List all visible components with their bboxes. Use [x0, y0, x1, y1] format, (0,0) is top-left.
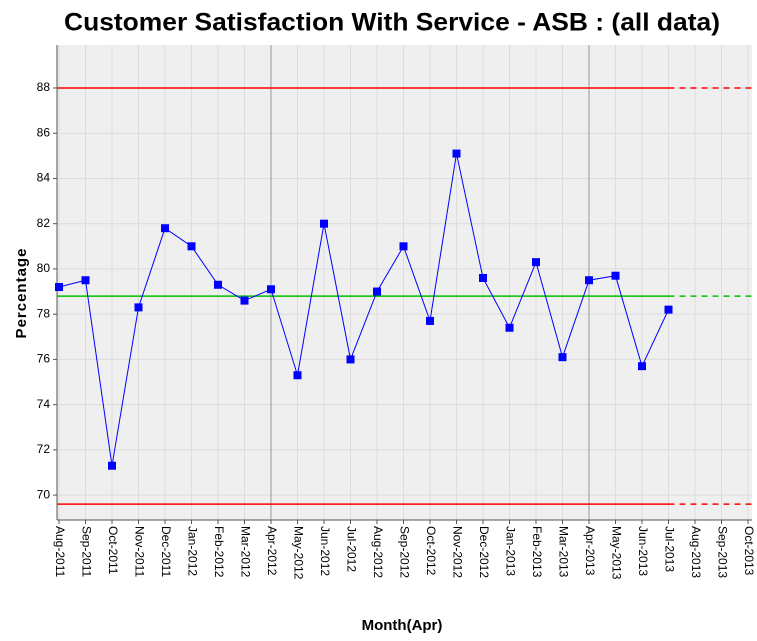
x-tick-label: Sep-2011	[79, 526, 93, 577]
x-tick-label: Jul-2013	[662, 526, 676, 572]
data-point	[399, 242, 408, 251]
x-tick-label: Dec-2011	[159, 526, 173, 577]
data-point	[161, 224, 169, 233]
data-point	[426, 316, 434, 325]
data-point	[81, 276, 90, 285]
y-tick-label: 74	[37, 397, 51, 411]
x-tick-label: Jan-2013	[503, 526, 517, 576]
data-point	[134, 303, 143, 312]
y-tick-label: 88	[37, 80, 51, 94]
y-tick-label: 76	[37, 352, 51, 366]
x-tick-label: Aug-2011	[53, 526, 67, 577]
x-tick-label: May-2013	[609, 526, 623, 580]
x-tick-label: Dec-2012	[477, 526, 491, 578]
x-tick-label: Sep-2012	[397, 526, 411, 578]
x-tick-label: Apr-2013	[583, 526, 597, 576]
x-tick-label: Feb-2012	[212, 526, 226, 578]
data-point	[108, 461, 116, 470]
data-point	[532, 258, 540, 267]
data-point	[558, 353, 567, 362]
data-point	[267, 285, 275, 294]
data-point	[373, 287, 381, 296]
x-tick-label: Jun-2012	[318, 526, 332, 576]
data-point	[479, 273, 487, 282]
x-tick-label: Apr-2012	[265, 526, 279, 576]
series-line	[58, 153, 669, 466]
x-tick-label: Nov-2012	[450, 526, 464, 578]
y-tick-label: 78	[37, 306, 51, 320]
data-point	[240, 296, 249, 305]
x-tick-label: Oct-2013	[742, 526, 756, 576]
data-point	[55, 283, 63, 292]
y-axis-title: Percentage	[13, 248, 30, 339]
data-point	[585, 276, 593, 285]
plot-area	[57, 45, 752, 520]
y-tick-label: 82	[37, 216, 51, 230]
chart-title: Customer Satisfaction With Service - ASB…	[64, 9, 720, 37]
x-tick-label: Aug-2013	[689, 526, 703, 578]
y-tick-label: 86	[37, 125, 51, 139]
data-point	[611, 271, 620, 280]
x-tick-label: Mar-2013	[556, 526, 570, 578]
y-tick-label: 84	[37, 171, 51, 185]
x-axis-title: Month(Apr)	[362, 617, 443, 634]
data-point	[214, 280, 222, 289]
x-tick-label: Jun-2013	[636, 526, 650, 576]
y-tick-label: 80	[37, 261, 51, 275]
x-tick-label: Aug-2012	[371, 526, 385, 578]
data-point	[293, 371, 302, 380]
y-tick-label: 70	[37, 487, 51, 501]
x-tick-label: Jul-2012	[344, 526, 358, 572]
y-tick-label: 72	[37, 442, 51, 456]
data-point	[452, 149, 461, 158]
x-tick-label: Oct-2011	[106, 526, 120, 575]
x-tick-label: Mar-2012	[238, 526, 252, 578]
data-point	[505, 323, 514, 332]
x-tick-label: May-2012	[291, 526, 305, 580]
data-point	[320, 219, 328, 228]
x-tick-label: Sep-2013	[715, 526, 729, 578]
x-tick-label: Feb-2013	[530, 526, 544, 578]
x-tick-label: Nov-2011	[132, 526, 146, 577]
x-tick-label: Oct-2012	[424, 526, 438, 576]
data-point	[187, 242, 196, 251]
x-tick-label: Jan-2012	[185, 526, 199, 576]
data-point	[638, 362, 646, 371]
data-point	[664, 305, 673, 314]
data-point	[346, 355, 355, 364]
